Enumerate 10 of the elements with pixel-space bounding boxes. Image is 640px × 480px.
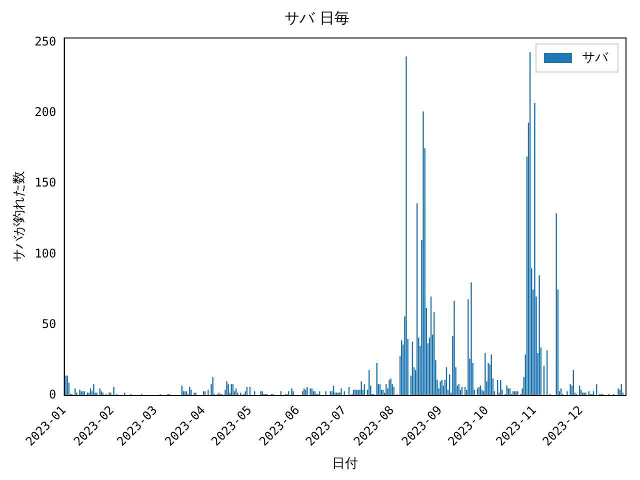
y-tick-label: 0 xyxy=(49,388,56,402)
y-tick-label: 50 xyxy=(42,316,56,331)
y-tick-label: 100 xyxy=(34,246,56,260)
y-tick-label: 150 xyxy=(34,176,56,190)
legend-label: サバ xyxy=(582,50,609,66)
x-axis-title: 日付 xyxy=(332,456,358,472)
y-tick-label: 250 xyxy=(34,34,56,48)
y-tick-label: 200 xyxy=(34,105,56,120)
y-axis-title: サバが釣れた数 xyxy=(12,171,28,262)
chart-title: サバ 日毎 xyxy=(284,8,350,27)
